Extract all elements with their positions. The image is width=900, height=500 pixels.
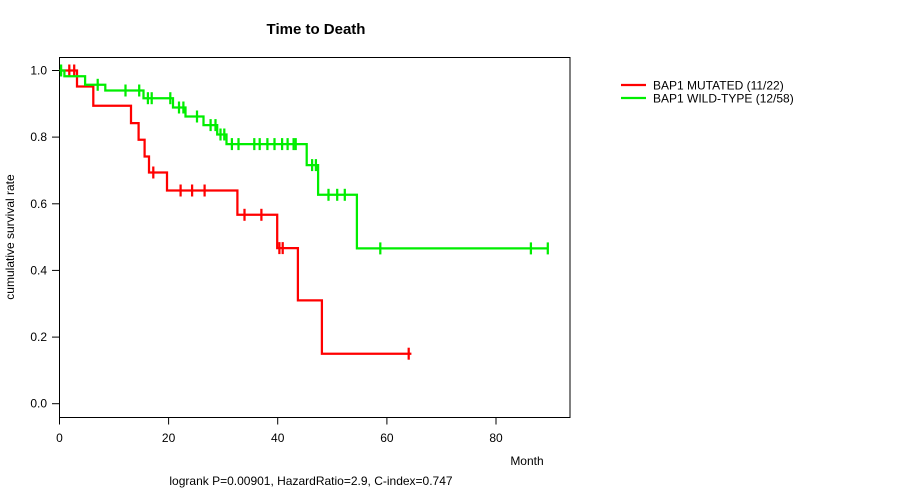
y-tick-label: 1.0 <box>30 64 47 78</box>
x-axis-title: Month <box>510 454 543 468</box>
x-tick-label: 20 <box>162 431 176 445</box>
chart-title: Time to Death <box>267 21 366 38</box>
x-tick-label: 60 <box>380 431 394 445</box>
stats-caption: logrank P=0.00901, HazardRatio=2.9, C-in… <box>169 474 453 488</box>
y-tick-label: 0.8 <box>30 130 47 144</box>
survival-curve-1 <box>59 69 549 250</box>
x-axis: 0 20 40 60 80 <box>56 417 503 445</box>
y-tick-label: 0.0 <box>30 397 47 411</box>
legend: BAP1 MUTATED (11/22) BAP1 WILD-TYPE (12/… <box>621 79 794 106</box>
plot-box <box>59 57 571 418</box>
y-axis: 0.0 0.2 0.4 0.6 0.8 1.0 <box>30 64 60 411</box>
y-tick-label: 0.6 <box>30 197 47 211</box>
x-tick-label: 80 <box>489 431 503 445</box>
x-tick-label: 40 <box>271 431 285 445</box>
legend-label-mutated: BAP1 MUTATED (11/22) <box>653 79 784 93</box>
y-tick-label: 0.4 <box>30 263 47 277</box>
series-group <box>59 64 549 360</box>
legend-label-wildtype: BAP1 WILD-TYPE (12/58) <box>653 92 794 106</box>
y-axis-title: cumulative survival rate <box>3 174 17 300</box>
survival-curve-0 <box>59 69 412 355</box>
y-tick-label: 0.2 <box>30 330 47 344</box>
x-tick-label: 0 <box>56 431 63 445</box>
